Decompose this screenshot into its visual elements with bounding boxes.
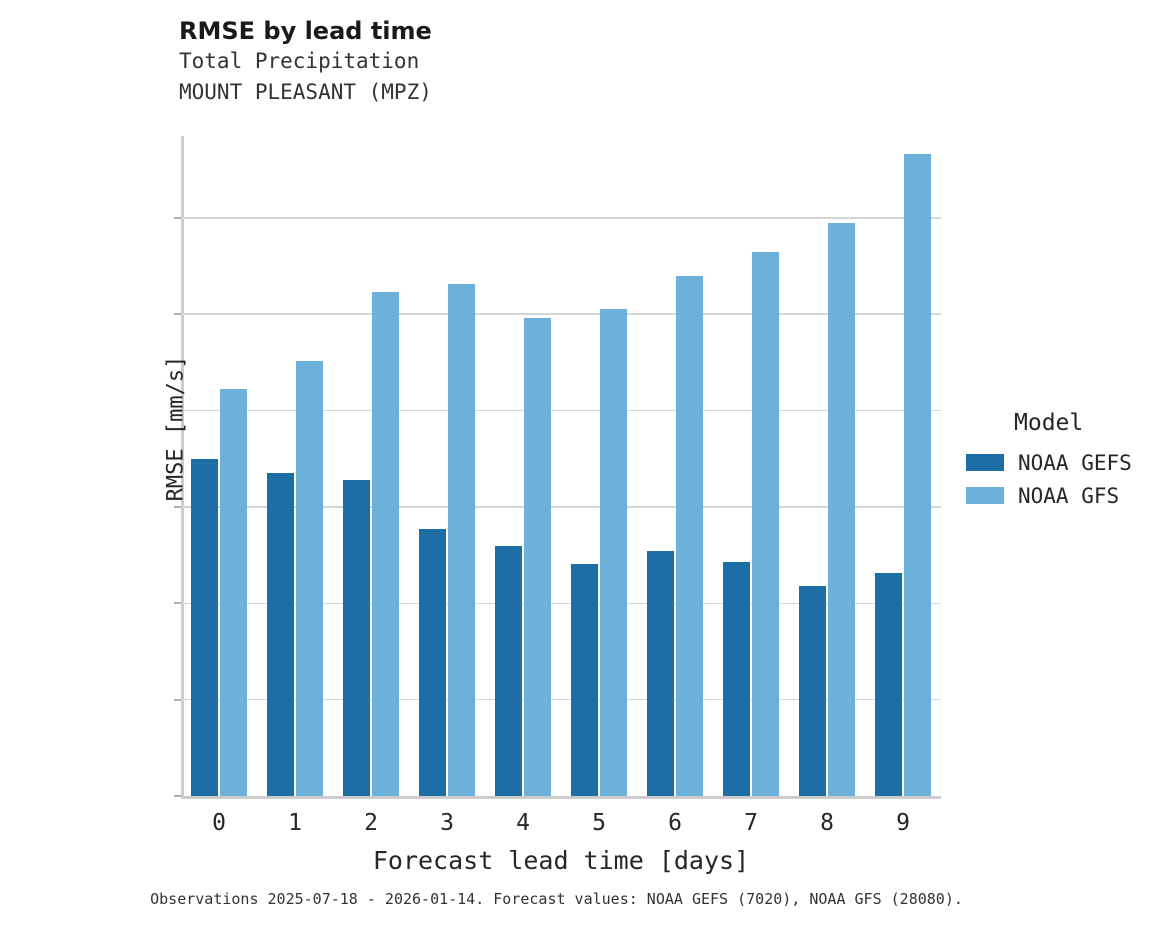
bar-noaa-gfs-day-5[interactable] xyxy=(600,309,627,796)
x-tick-label: 8 xyxy=(820,810,834,836)
gridline xyxy=(181,409,941,412)
y-tick-mark xyxy=(174,216,181,219)
bar-noaa-gfs-day-9[interactable] xyxy=(904,154,931,796)
legend-items: NOAA GEFS NOAA GFS xyxy=(966,446,1166,512)
bar-noaa-gefs-day-6[interactable] xyxy=(647,550,674,796)
bar-noaa-gefs-day-9[interactable] xyxy=(875,573,902,796)
x-tick-label: 3 xyxy=(440,810,454,836)
bar-noaa-gfs-day-4[interactable] xyxy=(524,318,551,796)
x-axis-title: Forecast lead time [days] xyxy=(372,846,750,875)
y-tick-mark xyxy=(174,698,181,701)
bar-noaa-gfs-day-3[interactable] xyxy=(448,284,475,796)
x-tick-label: 4 xyxy=(516,810,530,836)
bar-noaa-gfs-day-0[interactable] xyxy=(220,388,247,796)
y-tick-mark xyxy=(174,795,181,797)
legend-item-noaa-gefs[interactable]: NOAA GEFS xyxy=(966,446,1166,479)
title-block: RMSE by lead time Total Precipitation MO… xyxy=(179,16,879,108)
bar-noaa-gefs-day-5[interactable] xyxy=(571,564,598,796)
x-tick-label: 0 xyxy=(212,810,226,836)
gridline xyxy=(181,217,941,219)
legend-swatch-icon xyxy=(966,454,1004,471)
legend-title: Model xyxy=(1014,410,1084,436)
legend-item-noaa-gfs[interactable]: NOAA GFS xyxy=(966,479,1166,512)
bars-group xyxy=(181,136,941,796)
y-tick-mark xyxy=(174,313,181,316)
plot-area: 0.000000.000020.000040.000060.000080.000… xyxy=(163,136,941,875)
legend: Model NOAA GEFS NOAA GFS xyxy=(966,408,1166,512)
chart-caption: Observations 2025-07-18 - 2026-01-14. Fo… xyxy=(150,890,963,908)
bar-noaa-gefs-day-4[interactable] xyxy=(495,545,522,796)
y-tick-mark xyxy=(174,505,181,508)
gridline xyxy=(181,506,941,508)
x-tick-label: 9 xyxy=(896,810,910,836)
y-axis-title: RMSE [mm/s] xyxy=(163,355,189,502)
bar-noaa-gfs-day-8[interactable] xyxy=(828,223,855,796)
gridline xyxy=(181,602,941,605)
gridline xyxy=(181,698,941,701)
bar-noaa-gfs-day-7[interactable] xyxy=(752,251,779,796)
page-title: RMSE by lead time xyxy=(179,17,432,45)
bar-noaa-gfs-day-1[interactable] xyxy=(296,360,323,796)
bar-noaa-gefs-day-7[interactable] xyxy=(723,562,750,796)
x-axis-line xyxy=(181,796,941,799)
bar-noaa-gefs-day-2[interactable] xyxy=(343,480,370,796)
x-tick-label: 5 xyxy=(592,810,606,836)
bar-noaa-gfs-day-2[interactable] xyxy=(372,292,399,796)
legend-swatch-icon xyxy=(966,487,1004,504)
bar-noaa-gefs-day-8[interactable] xyxy=(799,586,826,796)
x-tick-label: 6 xyxy=(668,810,682,836)
x-tick-label: 2 xyxy=(364,810,378,836)
bar-noaa-gefs-day-1[interactable] xyxy=(267,473,294,796)
gridline xyxy=(181,313,941,315)
bar-noaa-gefs-day-0[interactable] xyxy=(191,458,218,796)
legend-item-label: NOAA GEFS xyxy=(1018,450,1132,475)
x-tick-label: 1 xyxy=(288,810,302,836)
chart-subtitle-station: MOUNT PLEASANT (MPZ) xyxy=(179,80,432,104)
x-tick-label: 7 xyxy=(744,810,758,836)
y-tick-mark xyxy=(174,602,181,605)
bar-noaa-gefs-day-3[interactable] xyxy=(419,528,446,796)
y-axis-line xyxy=(181,136,184,796)
chart-subtitle-variable: Total Precipitation xyxy=(179,49,420,73)
y-tick-mark xyxy=(174,409,181,412)
bar-noaa-gfs-day-6[interactable] xyxy=(676,275,703,796)
legend-item-label: NOAA GFS xyxy=(1018,483,1120,508)
